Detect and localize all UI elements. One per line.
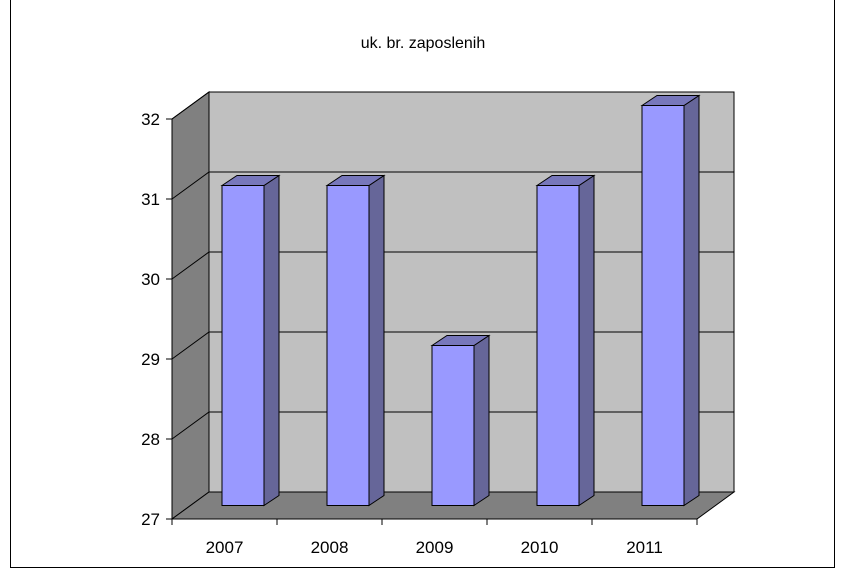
x-tick-label: 2007 [206,538,244,557]
bar [640,94,701,507]
bar-front [221,185,265,506]
bars [220,94,701,507]
y-tick-label: 29 [141,350,160,369]
x-tick-label: 2009 [416,538,454,557]
y-tick-label: 30 [141,270,160,289]
bar-front [536,185,580,506]
x-tick-label: 2011 [626,538,663,557]
bar [220,174,281,507]
gridline [171,91,734,120]
y-tick-label: 32 [141,110,160,129]
bar-side [578,174,595,507]
x-tick-labels: 2007 2008 2009 2010 2011 [206,538,663,557]
side-wall [171,91,210,520]
gridline [171,171,734,200]
bar-side [368,174,385,507]
y-tick-label: 31 [141,190,160,209]
axes [166,118,698,525]
chart-frame [10,0,835,568]
y-tick-label: 27 [141,510,160,529]
chart-title: uk. br. zaposlenih [360,35,486,52]
bar-side [683,94,700,507]
bar-side [473,334,490,507]
bar-front [641,105,685,506]
bar [325,174,386,507]
x-tick-label: 2010 [521,538,559,557]
bar-side [263,174,280,507]
x-tick-label: 2008 [311,538,349,557]
y-tick-label: 28 [141,430,160,449]
bar [535,174,596,507]
bar [430,334,491,507]
bar-front [326,185,370,506]
y-tick-labels: 27 28 29 30 31 32 [141,110,160,529]
bar-front [431,345,475,506]
